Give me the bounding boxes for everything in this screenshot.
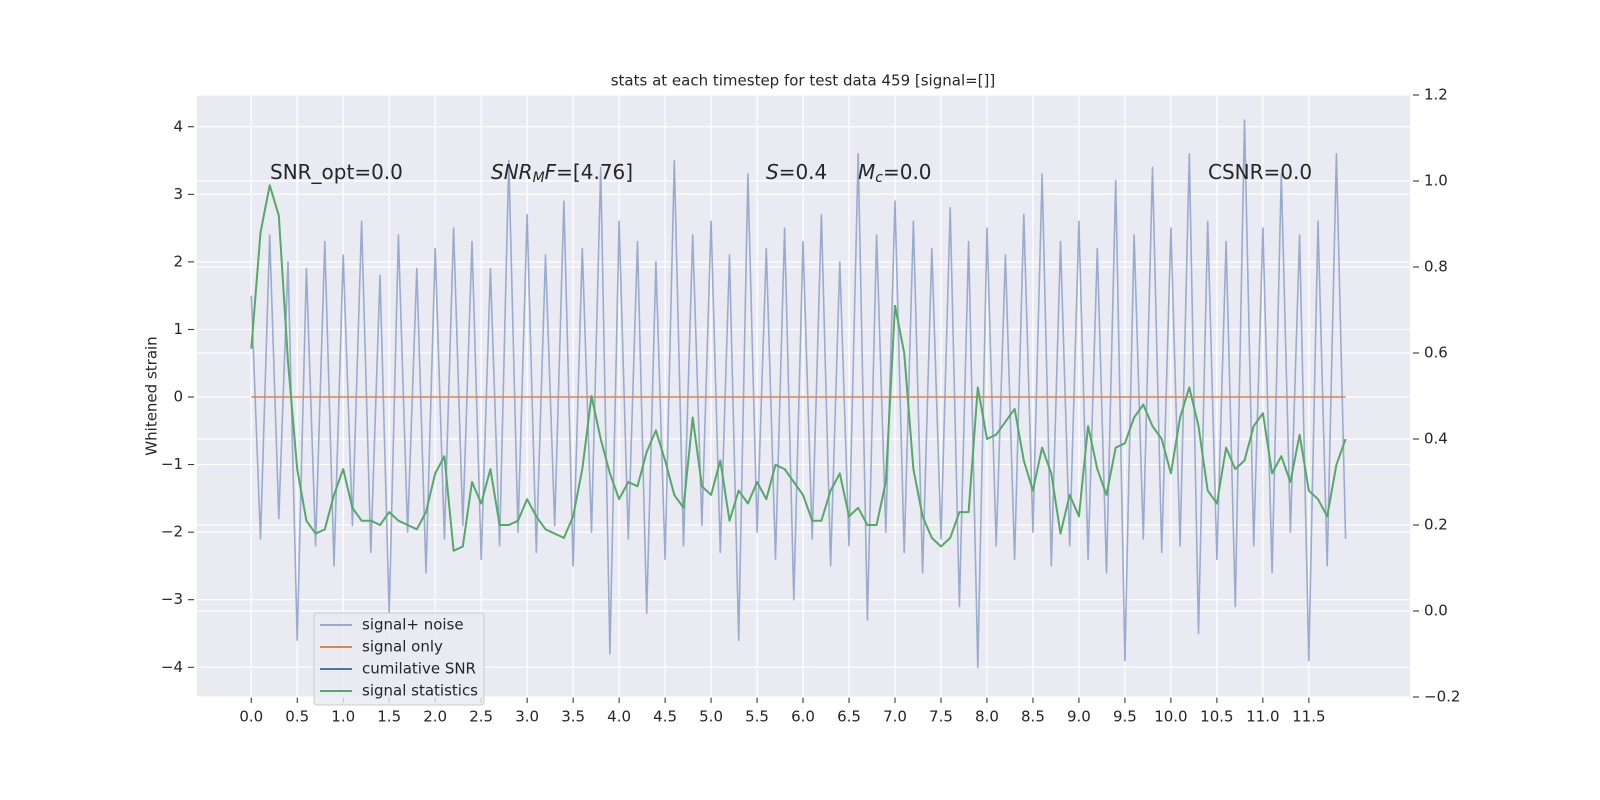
x-tick-label: 5.0 <box>699 708 723 726</box>
annotation: SNR_opt=0.0 <box>270 160 403 184</box>
annotation: S=0.4 <box>766 160 827 184</box>
x-tick-label: 11.5 <box>1292 708 1325 726</box>
annotation-part: CSNR=0.0 <box>1208 160 1312 184</box>
x-tick-label: 10.5 <box>1200 708 1233 726</box>
y-tick-label: 2 <box>173 252 183 270</box>
y2-tick-label: 0.2 <box>1424 516 1448 534</box>
chart-title: stats at each timestep for test data 459… <box>611 72 996 90</box>
legend-label: signal statistics <box>362 682 478 700</box>
annotation-part: M <box>858 160 875 184</box>
x-tick-label: 10.0 <box>1154 708 1187 726</box>
y-tick-label: −1 <box>161 455 183 473</box>
y-tick-label: −4 <box>161 658 183 676</box>
y-tick-label: 1 <box>173 320 183 338</box>
y-tick-label: 3 <box>173 185 183 203</box>
annotation-part: F <box>545 160 557 184</box>
x-tick-label: 6.0 <box>791 708 815 726</box>
x-tick-label: 8.0 <box>975 708 999 726</box>
annotation-part: c <box>875 170 883 186</box>
annotation: Mc=0.0 <box>858 160 932 187</box>
annotation-part: SNR_opt=0.0 <box>270 160 403 184</box>
x-tick-label: 4.0 <box>607 708 631 726</box>
y-tick-label: −3 <box>161 590 183 608</box>
x-tick-label: 11.0 <box>1246 708 1279 726</box>
y2-tick-label: 0.0 <box>1424 602 1448 620</box>
x-tick-label: 1.0 <box>331 708 355 726</box>
legend-box <box>313 612 485 706</box>
x-tick-label: 4.5 <box>653 708 677 726</box>
x-tick-label: 0.0 <box>239 708 263 726</box>
x-tick-label: 9.5 <box>1113 708 1137 726</box>
x-tick-label: 2.0 <box>423 708 447 726</box>
y-axis-label: Whitened strain <box>143 336 161 455</box>
x-tick-label: 8.5 <box>1021 708 1045 726</box>
annotation-part: S <box>766 160 779 184</box>
x-tick-label: 6.5 <box>837 708 861 726</box>
annotation-part: M <box>533 170 545 186</box>
y-tick-label: −2 <box>161 523 183 541</box>
x-tick-label: 1.5 <box>377 708 401 726</box>
annotation: CSNR=0.0 <box>1208 160 1312 184</box>
x-tick-label: 0.5 <box>285 708 309 726</box>
y2-tick-label: 0.4 <box>1424 430 1448 448</box>
x-tick-label: 5.5 <box>745 708 769 726</box>
x-tick-label: 9.0 <box>1067 708 1091 726</box>
y2-tick-label: −0.2 <box>1424 688 1460 706</box>
grid <box>197 95 1410 697</box>
y-tick-label: 0 <box>173 388 183 406</box>
legend-label: signal only <box>362 638 443 656</box>
x-tick-label: 3.5 <box>561 708 585 726</box>
legend-label: signal+ noise <box>362 616 464 634</box>
y2-tick-label: 0.8 <box>1424 258 1448 276</box>
annotation-part: SNR <box>491 160 533 184</box>
series-line <box>250 184 1347 552</box>
y2-tick-label: 0.6 <box>1424 344 1448 362</box>
annotation-part: =0.0 <box>883 160 932 184</box>
annotation: SNRMF=[4.76] <box>491 160 633 187</box>
annotation-part: =[4.76] <box>556 160 633 184</box>
y2-tick-label: 1.2 <box>1424 86 1448 104</box>
x-tick-label: 2.5 <box>469 708 493 726</box>
y-tick-label: 4 <box>173 117 183 135</box>
annotation-part: =0.4 <box>779 160 828 184</box>
x-tick-label: 3.0 <box>515 708 539 726</box>
y2-tick-label: 1.0 <box>1424 172 1448 190</box>
x-tick-label: 7.0 <box>883 708 907 726</box>
series-line <box>250 119 1347 669</box>
legend-label: cumilative SNR <box>362 660 476 678</box>
x-tick-label: 7.5 <box>929 708 953 726</box>
